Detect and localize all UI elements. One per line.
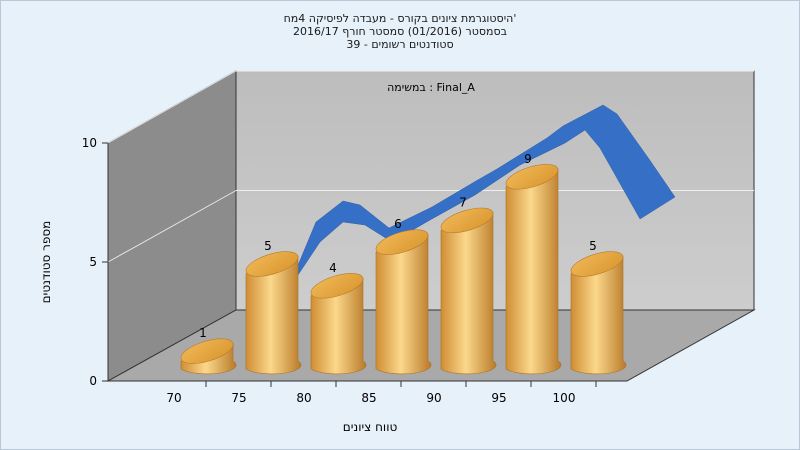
bar: 1 [180,326,237,375]
x-tick-label: 75 [231,391,246,405]
bar: 9 [505,152,562,375]
bar: 5 [245,239,302,375]
bar-series: 1 5 4 6 7 9 5 [180,152,627,375]
chart-title-line-2: בסמסטר (01/2016) סמסטר חורף 2016/17 [293,25,507,38]
x-tick-label: 90 [426,391,441,405]
bar-body [440,211,497,375]
y-tick-label: 0 [89,374,97,388]
bar: 6 [375,217,432,375]
x-tick-label: 95 [491,391,506,405]
bar-value-label: 1 [199,326,207,340]
gridlines [107,70,754,263]
bar-body [505,168,562,375]
bar-body [245,255,302,375]
x-axis-label: טווח ציונים [343,420,398,434]
bar-cap [440,207,494,234]
chart-title-line-1: היסטוגרמת ציונים בקורס - מעבדה לפיסיקה 4… [283,12,517,25]
bar-body [375,233,432,375]
bar: 7 [440,195,497,375]
chart-subtitle: במשימה : Final_A [387,81,475,94]
bar: 5 [570,239,627,375]
y-tick-label: 5 [89,255,97,269]
y-tick-label: 10 [82,136,97,150]
bar-cap [245,251,299,277]
x-axis-ticks: 70 75 80 85 90 95 100 [108,380,627,405]
bar-value-label: 9 [524,152,532,166]
bar: 4 [310,261,367,375]
x-tick-label: 70 [166,391,181,405]
bar-value-label: 5 [589,239,597,253]
bar-value-label: 6 [394,217,402,231]
x-tick-label: 100 [553,391,576,405]
bar-cap [310,273,364,299]
ribbon-area [295,104,676,279]
gridline-side [107,70,237,144]
bar-value-label: 5 [264,239,272,253]
bar-cap [570,251,624,277]
ribbon-series [295,104,676,279]
gridline-side [107,190,237,263]
y-axis-label: מספר סטודנטים [39,221,53,304]
y-axis: 0 5 10 [82,136,109,388]
bar-value-label: 4 [329,261,337,275]
bar-cap [375,229,429,255]
bar-body [310,277,367,375]
bar-cap [180,338,234,364]
chart-title-line-3: סטודנטים רשומים - 39 [346,38,454,51]
x-tick-label: 80 [296,391,311,405]
bar-value-label: 7 [459,195,467,209]
x-tick-label: 85 [361,391,376,405]
bar-body [570,255,627,375]
bar-cap [505,164,559,190]
